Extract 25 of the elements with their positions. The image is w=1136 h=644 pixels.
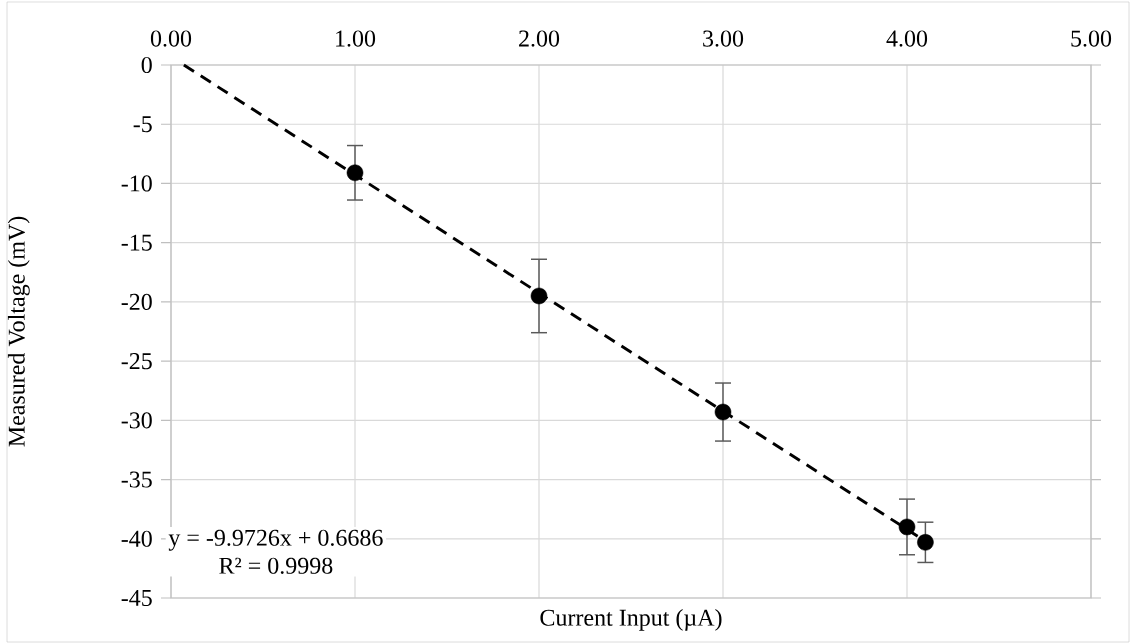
x-tick-label: 1.00 — [336, 30, 376, 47]
y-tick-label: 0 — [141, 56, 152, 74]
x-tick-label: 0.00 — [150, 30, 192, 47]
y-tick-label: -35 — [121, 471, 152, 488]
x-tick-label: 2.00 — [519, 30, 560, 47]
y-tick-label: -15 — [121, 234, 152, 251]
point — [530, 287, 548, 305]
x-tick-label: 4.00 — [886, 30, 928, 47]
point — [714, 403, 732, 421]
x-tick-label: 5.00 — [1071, 30, 1112, 47]
point — [898, 518, 916, 536]
y-axis-title: Measured Voltage (mV) — [7, 216, 30, 447]
x-axis-title: Current Input (µA) — [540, 608, 722, 631]
y-tick-label: -5 — [133, 116, 152, 133]
y-tick-label: -40 — [121, 530, 152, 547]
point — [917, 534, 934, 551]
y-tick-label: -10 — [121, 175, 152, 192]
annotation: R² = 0.9998 — [219, 557, 333, 574]
y-tick-label: -45 — [121, 589, 152, 607]
x-tick-label: 3.00 — [703, 30, 744, 47]
point — [346, 164, 364, 182]
y-tick-label: -25 — [121, 353, 152, 370]
y-tick-label: -20 — [121, 293, 152, 310]
annotation: y = -9.9726x + 0.6686 — [168, 529, 383, 551]
y-tick-label: -30 — [121, 412, 152, 429]
